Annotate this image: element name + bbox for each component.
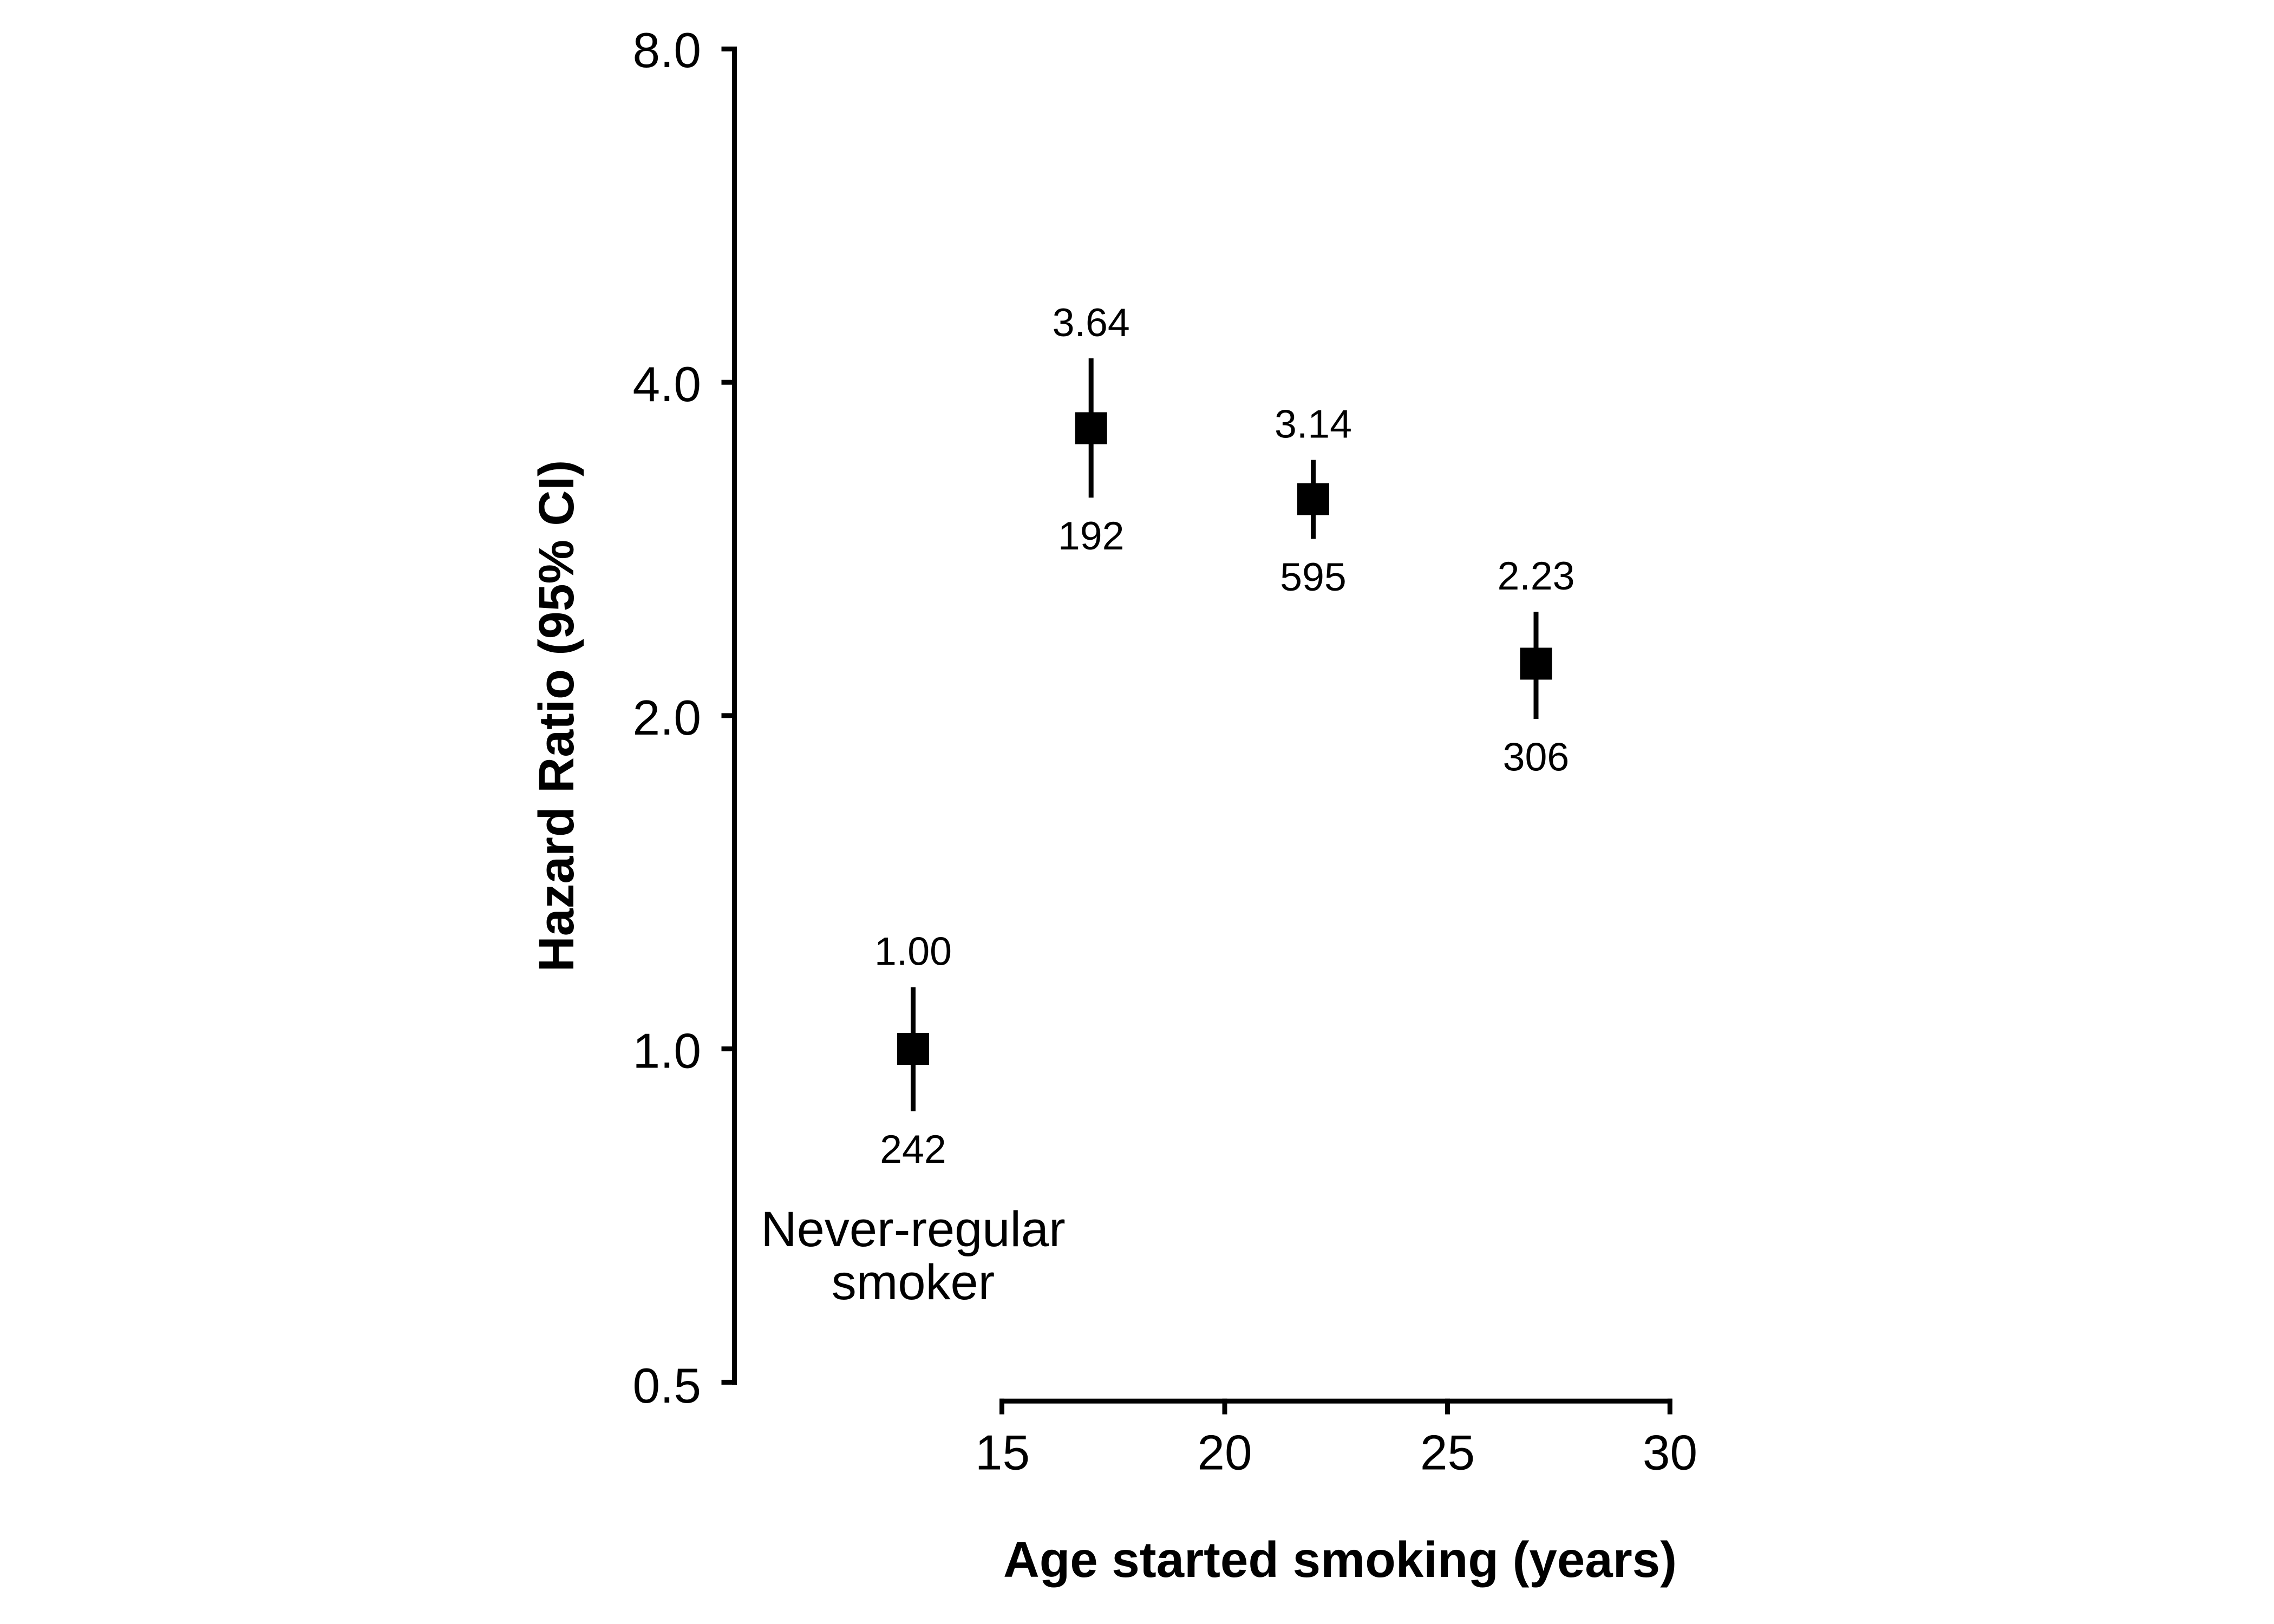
svg-text:15: 15	[975, 1426, 1030, 1481]
svg-text:0.5: 0.5	[632, 1359, 701, 1413]
svg-text:242: 242	[880, 1127, 946, 1171]
svg-text:smoker: smoker	[832, 1255, 995, 1310]
svg-text:1.0: 1.0	[632, 1024, 701, 1079]
svg-text:Never-regular: Never-regular	[761, 1202, 1065, 1257]
svg-text:3.14: 3.14	[1275, 402, 1352, 447]
svg-text:192: 192	[1058, 513, 1125, 558]
svg-text:30: 30	[1643, 1426, 1697, 1481]
svg-text:8.0: 8.0	[632, 23, 701, 78]
svg-text:2.23: 2.23	[1497, 553, 1574, 598]
svg-text:20: 20	[1197, 1426, 1252, 1481]
svg-text:2.0: 2.0	[632, 691, 701, 745]
svg-text:1.00: 1.00	[874, 929, 952, 974]
svg-text:4.0: 4.0	[632, 357, 701, 412]
svg-text:595: 595	[1280, 554, 1347, 599]
svg-text:25: 25	[1420, 1426, 1475, 1481]
svg-text:3.64: 3.64	[1053, 300, 1130, 345]
svg-text:Age started smoking (years): Age started smoking (years)	[1003, 1531, 1677, 1588]
svg-text:306: 306	[1503, 735, 1570, 780]
svg-text:Hazard Ratio (95% CI): Hazard Ratio (95% CI)	[529, 460, 584, 972]
